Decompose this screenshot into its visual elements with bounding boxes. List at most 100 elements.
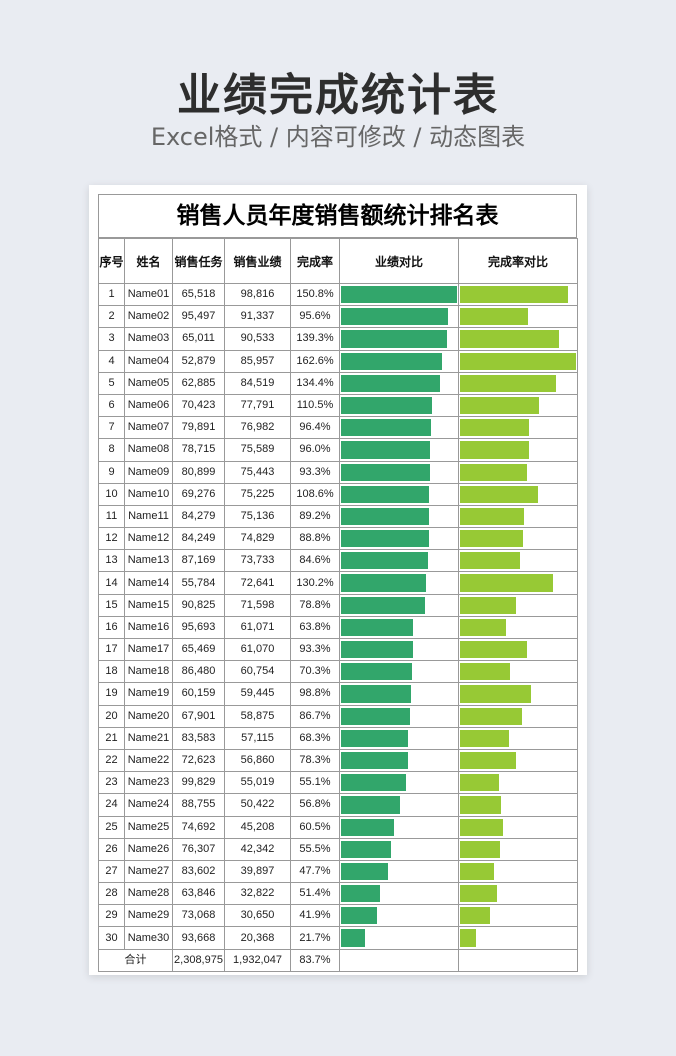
row-target: 84,279	[172, 504, 225, 529]
table-row: 22 Name22 72,623 56,860 78.3%	[98, 748, 578, 773]
table-row: 11 Name11 84,279 75,136 89.2%	[98, 504, 578, 529]
rate-bar-cell	[458, 460, 578, 484]
row-name: Name19	[124, 682, 173, 706]
row-index: 1	[98, 282, 125, 307]
row-sales: 39,897	[224, 859, 291, 884]
row-target: 78,715	[172, 438, 225, 462]
row-target: 80,899	[172, 460, 225, 484]
row-index: 20	[98, 704, 125, 728]
rate-bar-cell	[458, 682, 578, 706]
sales-bar-cell	[339, 637, 459, 662]
sales-bar	[341, 729, 408, 747]
rate-bar-cell	[458, 748, 578, 773]
sales-bar	[341, 596, 425, 614]
row-index: 30	[98, 926, 125, 950]
rate-bar-cell	[458, 504, 578, 529]
row-target: 73,068	[172, 904, 225, 928]
sales-bar	[341, 530, 429, 548]
rate-bar	[460, 685, 531, 703]
table-row: 2 Name02 95,497 91,337 95.6%	[98, 305, 578, 329]
total-label: 合计	[98, 948, 173, 972]
sales-ranking-table: 序号 姓名 销售任务 销售业绩 完成率 业绩对比 完成率对比 1 Name01 65…	[98, 238, 578, 972]
row-sales: 57,115	[224, 726, 291, 750]
sales-bar	[341, 641, 413, 659]
sales-bar	[341, 840, 391, 858]
row-name: Name10	[124, 482, 173, 506]
rate-bar-cell	[458, 327, 578, 351]
row-target: 72,623	[172, 748, 225, 773]
rate-bar-cell	[458, 793, 578, 817]
rate-bar	[460, 552, 521, 570]
row-name: Name28	[124, 882, 173, 906]
sales-bar-cell	[339, 726, 459, 750]
row-index: 16	[98, 615, 125, 640]
row-index: 18	[98, 660, 125, 684]
row-name: Name24	[124, 793, 173, 817]
row-index: 15	[98, 593, 125, 617]
rate-bar	[460, 396, 539, 415]
header-row: 序号 姓名 销售任务 销售业绩 完成率 业绩对比 完成率对比	[98, 238, 578, 284]
sales-bar	[341, 707, 411, 725]
table-row: 17 Name17 65,469 61,070 93.3%	[98, 637, 578, 662]
table-row: 20 Name20 67,901 58,875 86.7%	[98, 704, 578, 728]
row-name: Name13	[124, 549, 173, 573]
row-name: Name29	[124, 904, 173, 928]
rate-bar	[460, 796, 501, 814]
rate-bar-cell	[458, 771, 578, 795]
row-target: 95,693	[172, 615, 225, 640]
sales-bar	[341, 352, 442, 370]
rate-bar	[460, 308, 529, 326]
row-rate: 60.5%	[290, 815, 340, 839]
row-name: Name16	[124, 615, 173, 640]
sales-bar-cell	[339, 549, 459, 573]
rate-bar-cell	[458, 438, 578, 462]
row-target: 63,846	[172, 882, 225, 906]
rate-bar	[460, 707, 522, 725]
row-name: Name01	[124, 282, 173, 307]
sales-bar	[341, 463, 430, 481]
sales-bar	[341, 574, 427, 592]
row-sales: 75,225	[224, 482, 291, 506]
row-sales: 61,070	[224, 637, 291, 662]
sales-bar-cell	[339, 859, 459, 884]
row-rate: 89.2%	[290, 504, 340, 529]
table-row: 13 Name13 87,169 73,733 84.6%	[98, 549, 578, 573]
row-sales: 60,754	[224, 660, 291, 684]
row-rate: 134.4%	[290, 371, 340, 395]
row-index: 29	[98, 904, 125, 928]
rate-bar-cell	[458, 837, 578, 861]
row-sales: 59,445	[224, 682, 291, 706]
row-name: Name26	[124, 837, 173, 861]
row-index: 17	[98, 637, 125, 662]
row-sales: 98,816	[224, 282, 291, 307]
rate-bar	[460, 885, 497, 903]
rate-bar	[460, 751, 516, 770]
sales-bar-cell	[339, 593, 459, 617]
sales-bar	[341, 286, 457, 304]
row-index: 2	[98, 305, 125, 329]
row-index: 10	[98, 482, 125, 506]
total-rate: 83.7%	[290, 948, 340, 972]
header-cell-name: 姓名	[124, 238, 173, 284]
row-index: 26	[98, 837, 125, 861]
sales-bar-cell	[339, 371, 459, 395]
row-target: 83,583	[172, 726, 225, 750]
header-cell-rate: 完成率	[290, 238, 340, 284]
sales-bar-cell	[339, 460, 459, 484]
rate-bar-cell	[458, 393, 578, 418]
sales-bar-cell	[339, 748, 459, 773]
row-target: 79,891	[172, 416, 225, 440]
rate-bar-cell	[458, 815, 578, 839]
row-target: 84,249	[172, 527, 225, 551]
rate-bar-cell	[458, 282, 578, 307]
row-sales: 77,791	[224, 393, 291, 418]
row-index: 24	[98, 793, 125, 817]
rate-bar-cell	[458, 593, 578, 617]
row-target: 88,755	[172, 793, 225, 817]
row-rate: 86.7%	[290, 704, 340, 728]
sales-bar-cell	[339, 393, 459, 418]
row-sales: 42,342	[224, 837, 291, 861]
row-rate: 70.3%	[290, 660, 340, 684]
table-row: 30 Name30 93,668 20,368 21.7%	[98, 926, 578, 950]
row-name: Name07	[124, 416, 173, 440]
